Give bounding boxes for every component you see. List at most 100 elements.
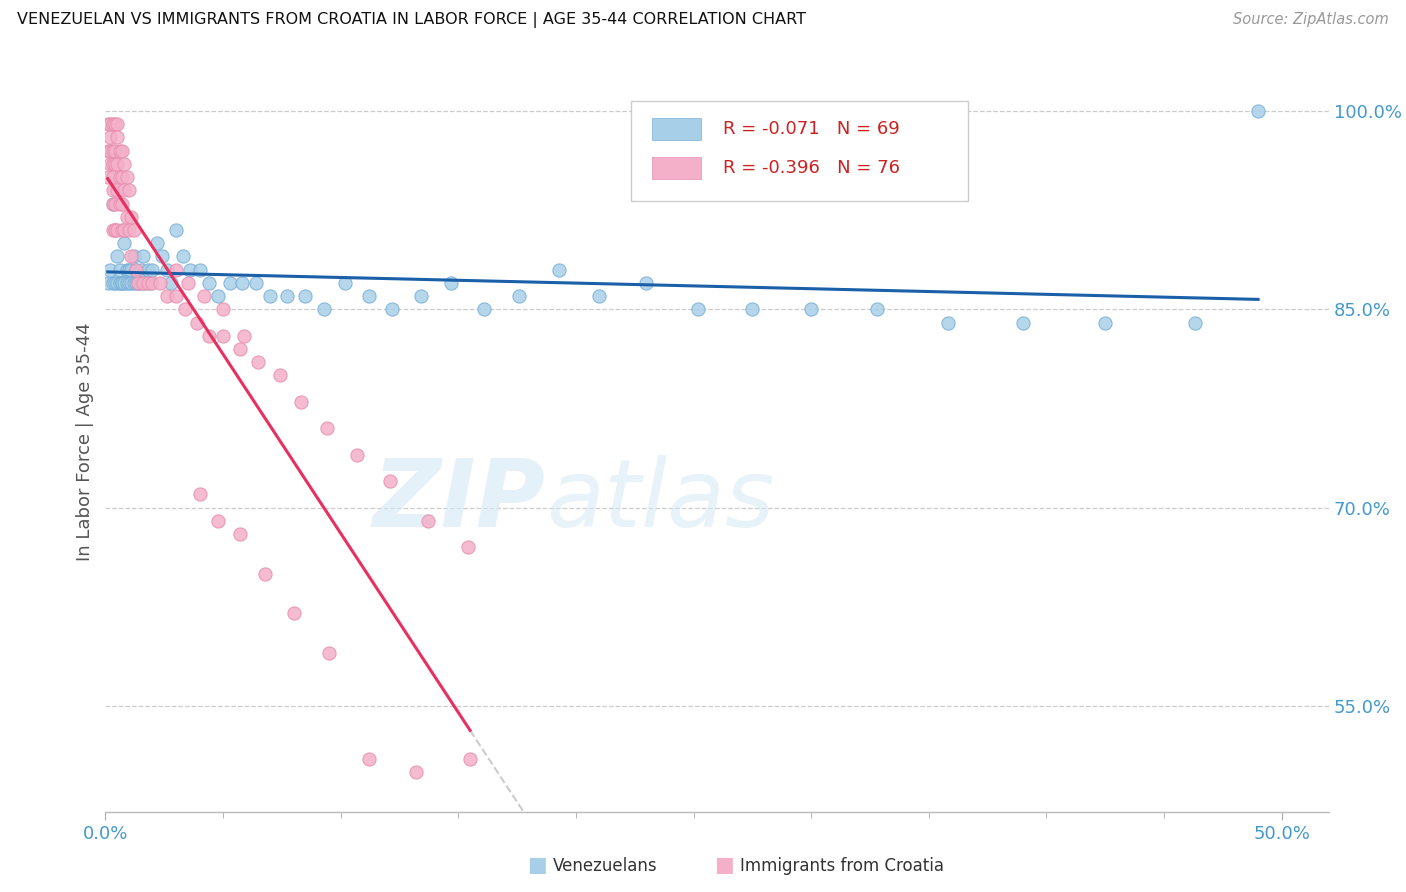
Point — [141, 262, 163, 277]
Point — [105, 250, 128, 264]
Text: ZIP: ZIP — [373, 455, 546, 547]
Point — [105, 276, 128, 290]
Point — [136, 276, 159, 290]
Text: Venezuelans: Venezuelans — [553, 856, 657, 874]
Point — [139, 276, 162, 290]
Point — [112, 183, 135, 197]
Point — [122, 276, 145, 290]
Point — [231, 276, 253, 290]
Point — [866, 302, 889, 317]
Point — [1184, 316, 1206, 330]
Point — [112, 276, 135, 290]
Point — [97, 117, 120, 131]
Point — [122, 250, 145, 264]
Text: atlas: atlas — [546, 455, 775, 546]
Point — [98, 157, 121, 171]
Point — [101, 170, 124, 185]
Point — [160, 276, 183, 290]
Point — [165, 289, 187, 303]
Point — [688, 302, 710, 317]
Point — [111, 170, 134, 185]
Point — [146, 236, 169, 251]
Point — [120, 262, 142, 277]
Point — [174, 302, 197, 317]
Point — [104, 144, 127, 158]
Point — [101, 196, 124, 211]
Point — [269, 368, 291, 383]
Point — [207, 514, 229, 528]
Point — [318, 646, 340, 660]
Text: R = -0.396   N = 76: R = -0.396 N = 76 — [723, 159, 900, 177]
Point — [416, 514, 439, 528]
Point — [165, 223, 187, 237]
Point — [115, 170, 138, 185]
Point — [108, 170, 131, 185]
Point — [120, 276, 142, 290]
Point — [111, 196, 134, 211]
Point — [141, 276, 163, 290]
Point — [212, 302, 235, 317]
Point — [228, 527, 250, 541]
Point — [104, 223, 127, 237]
Point — [378, 474, 401, 488]
Point — [472, 302, 495, 317]
Point — [165, 262, 187, 277]
Point — [636, 276, 658, 290]
Point — [186, 316, 208, 330]
Point — [115, 276, 138, 290]
Point — [97, 144, 120, 158]
Point — [346, 448, 368, 462]
Point — [1247, 103, 1270, 118]
Point — [179, 262, 201, 277]
Point — [101, 223, 124, 237]
Point — [98, 144, 121, 158]
Point — [98, 130, 121, 145]
Point — [1011, 316, 1033, 330]
Point — [212, 328, 235, 343]
Point — [112, 236, 135, 251]
Point — [357, 289, 380, 303]
Point — [132, 250, 155, 264]
Point — [254, 566, 277, 581]
Point — [105, 117, 128, 131]
Point — [136, 262, 159, 277]
Point — [198, 276, 221, 290]
Point — [127, 276, 149, 290]
Point — [148, 276, 170, 290]
Point — [118, 262, 141, 277]
FancyBboxPatch shape — [652, 118, 702, 140]
Point — [120, 210, 142, 224]
Point — [105, 130, 128, 145]
Point — [548, 262, 571, 277]
Point — [105, 183, 128, 197]
Point — [101, 157, 124, 171]
Text: Source: ZipAtlas.com: Source: ZipAtlas.com — [1233, 12, 1389, 27]
Point — [125, 276, 148, 290]
Point — [112, 223, 135, 237]
Point — [800, 302, 823, 317]
Point — [129, 262, 152, 277]
Point — [259, 289, 281, 303]
Point — [245, 276, 267, 290]
Point — [104, 276, 127, 290]
Point — [118, 183, 141, 197]
Point — [193, 289, 215, 303]
Point — [177, 276, 200, 290]
Point — [134, 276, 156, 290]
Point — [188, 262, 211, 277]
Point — [132, 276, 155, 290]
Point — [104, 223, 127, 237]
Point — [108, 276, 131, 290]
Point — [118, 276, 141, 290]
Point — [219, 276, 242, 290]
Point — [290, 395, 312, 409]
Point — [741, 302, 763, 317]
Point — [936, 316, 959, 330]
Point — [98, 144, 121, 158]
Point — [111, 276, 134, 290]
Point — [207, 289, 229, 303]
Point — [335, 276, 357, 290]
Text: ■: ■ — [714, 855, 734, 874]
Point — [125, 262, 148, 277]
Point — [409, 289, 432, 303]
